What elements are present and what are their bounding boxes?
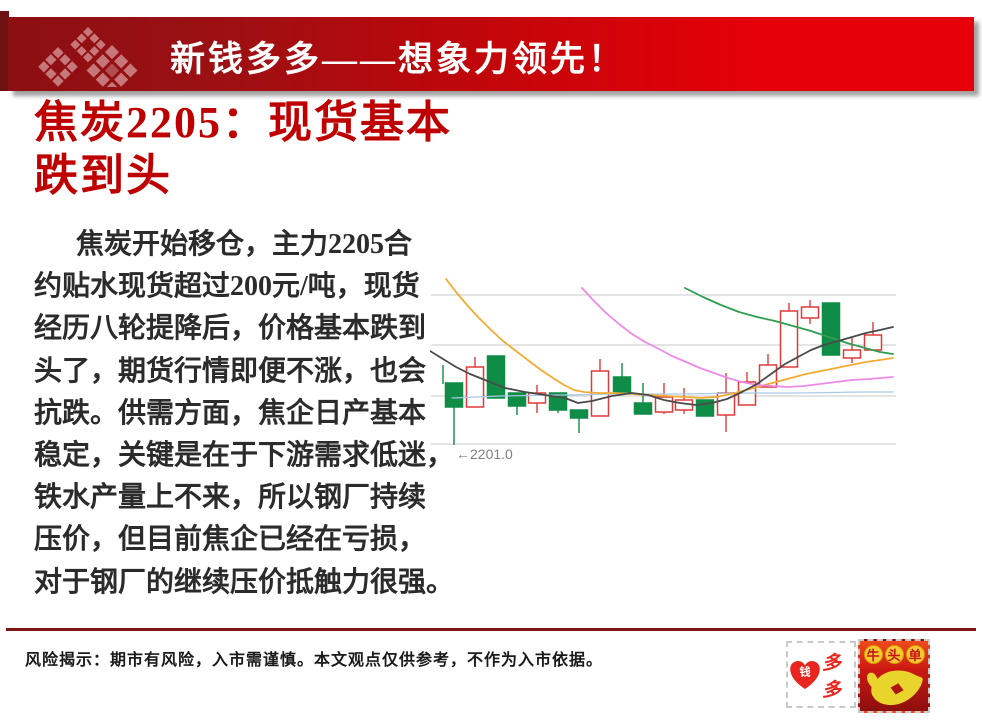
- candle-body: [821, 302, 841, 356]
- body-line: 头了，期货行情即便不涨，也会: [34, 355, 427, 387]
- left-accent-bar: [0, 11, 9, 91]
- candle-body: [569, 409, 589, 419]
- logo-ntd-char: 头: [884, 645, 904, 664]
- body-line: 稳定，关键是在于下游需求低迷，: [34, 439, 455, 471]
- body-text: 焦炭开始移仓，主力2205合约贴水现货超过200元/吨，现货 经历八轮提降后，价格…: [34, 224, 455, 604]
- ma-green: [684, 287, 894, 355]
- banner-title: 新钱多多——想象力领先！: [170, 40, 627, 79]
- body-line: 对于钢厂的继续压价抵触力很强。: [34, 566, 455, 598]
- logo-ntd-title: 牛 头 单: [863, 645, 925, 664]
- logo-niutoudan: 牛 头 单: [858, 639, 930, 713]
- page-title-line2: 跌到头: [34, 151, 172, 200]
- bull-icon: [866, 670, 923, 706]
- candle-body: [507, 392, 527, 407]
- heart-icon: 钱: [788, 659, 822, 691]
- candle-body: [779, 310, 799, 368]
- banner-ornament-icon: [38, 27, 138, 87]
- header-banner: 新钱多多——想象力领先！: [8, 17, 974, 91]
- candle-body: [612, 376, 632, 393]
- body-line: 铁水产量上不来，所以钢厂持续: [34, 482, 427, 514]
- page-title-line1: 焦炭2205：现货基本: [34, 98, 452, 147]
- page-title: 焦炭2205：现货基本 跌到头: [34, 96, 474, 202]
- candle-body: [633, 402, 653, 415]
- candle-body: [486, 355, 506, 399]
- body-line: 抗跌。供需方面，焦企日产基本: [34, 397, 427, 429]
- body-line: 焦炭开始移仓，主力2205合: [76, 229, 413, 260]
- body-line: 约贴水现货超过200元/吨，现货: [34, 271, 420, 303]
- logo-ntd-char: 牛: [863, 645, 883, 664]
- body-line: 压价，但目前焦企已经在亏损，: [34, 524, 427, 556]
- ma-blue: [451, 391, 894, 399]
- logo-ntd-char: 单: [905, 645, 925, 664]
- logo-qianduoduo: 钱 多多: [786, 641, 856, 708]
- logo-heart-char: 钱: [799, 664, 810, 678]
- low-annotation: ←2201.0: [456, 446, 513, 462]
- body-line: 经历八轮提降后，价格基本跌到: [34, 313, 427, 345]
- ma-dark: [430, 326, 894, 406]
- candle-body: [842, 349, 862, 359]
- candle-body: [800, 306, 820, 319]
- footer-disclaimer: 风险揭示：期市有风险，入市需谨慎。本文观点仅供参考，不作为入市依据。: [25, 652, 604, 669]
- candle-body: [444, 382, 464, 408]
- logo-qdd-suffix: 多多: [822, 652, 841, 701]
- footer-divider: [6, 628, 976, 631]
- ma-magenta: [581, 287, 894, 388]
- candlestick-chart: ←2201.0: [430, 278, 896, 462]
